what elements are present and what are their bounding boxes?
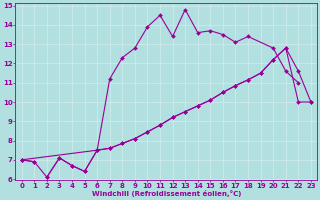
X-axis label: Windchill (Refroidissement éolien,°C): Windchill (Refroidissement éolien,°C) — [92, 190, 241, 197]
